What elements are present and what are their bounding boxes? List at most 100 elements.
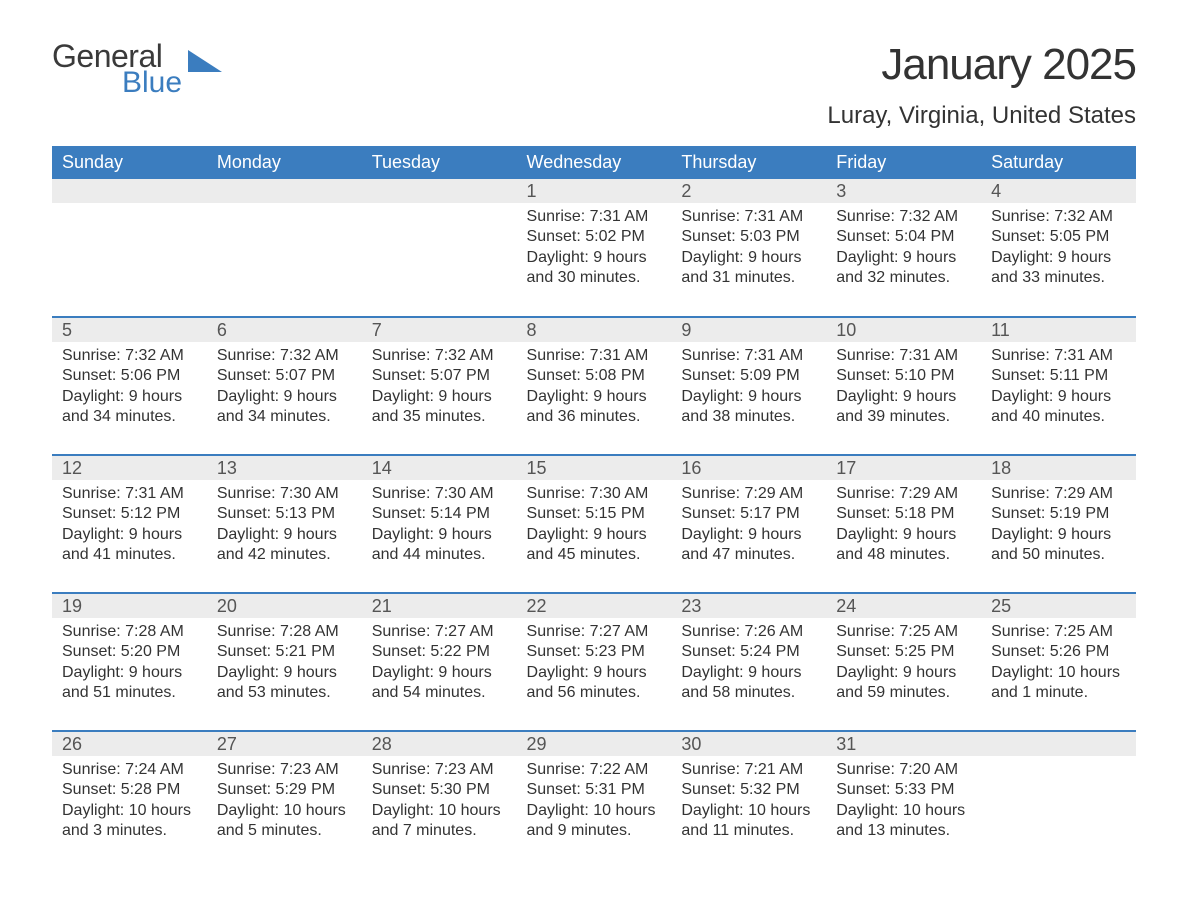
sunset-text: Sunset: 5:19 PM: [991, 504, 1130, 524]
sunset-text: Sunset: 5:24 PM: [681, 642, 820, 662]
day-number-bar: 28: [362, 732, 517, 756]
day-detail: Sunrise: 7:31 AMSunset: 5:08 PMDaylight:…: [517, 342, 672, 432]
sunset-text: Sunset: 5:32 PM: [681, 780, 820, 800]
day-number-bar: 29: [517, 732, 672, 756]
sunset-text: Sunset: 5:12 PM: [62, 504, 201, 524]
sunset-text: Sunset: 5:15 PM: [527, 504, 666, 524]
calendar-day-cell: 14Sunrise: 7:30 AMSunset: 5:14 PMDayligh…: [362, 455, 517, 593]
day-detail: Sunrise: 7:31 AMSunset: 5:03 PMDaylight:…: [671, 203, 826, 293]
sunrise-text: Sunrise: 7:20 AM: [836, 760, 975, 780]
weekday-header: Wednesday: [517, 146, 672, 179]
day-number-bar: 19: [52, 594, 207, 618]
weekday-header: Friday: [826, 146, 981, 179]
sunrise-text: Sunrise: 7:26 AM: [681, 622, 820, 642]
brand-logo: General Blue: [52, 40, 222, 98]
daylight-text: Daylight: 10 hours and 13 minutes.: [836, 801, 975, 842]
brand-triangle-icon: [188, 50, 222, 77]
day-detail: Sunrise: 7:21 AMSunset: 5:32 PMDaylight:…: [671, 756, 826, 846]
day-number-bar: 5: [52, 318, 207, 342]
calendar-day-cell: 7Sunrise: 7:32 AMSunset: 5:07 PMDaylight…: [362, 317, 517, 455]
day-detail: Sunrise: 7:32 AMSunset: 5:06 PMDaylight:…: [52, 342, 207, 432]
calendar-day-cell: 21Sunrise: 7:27 AMSunset: 5:22 PMDayligh…: [362, 593, 517, 731]
day-number-bar: 7: [362, 318, 517, 342]
calendar-week-row: 19Sunrise: 7:28 AMSunset: 5:20 PMDayligh…: [52, 593, 1136, 731]
day-detail: Sunrise: 7:27 AMSunset: 5:23 PMDaylight:…: [517, 618, 672, 708]
sunset-text: Sunset: 5:23 PM: [527, 642, 666, 662]
sunrise-text: Sunrise: 7:32 AM: [991, 207, 1130, 227]
sunrise-text: Sunrise: 7:25 AM: [836, 622, 975, 642]
daylight-text: Daylight: 9 hours and 51 minutes.: [62, 663, 201, 704]
calendar-day-cell: 29Sunrise: 7:22 AMSunset: 5:31 PMDayligh…: [517, 731, 672, 869]
day-number-bar: 11: [981, 318, 1136, 342]
sunset-text: Sunset: 5:20 PM: [62, 642, 201, 662]
daylight-text: Daylight: 9 hours and 38 minutes.: [681, 387, 820, 428]
day-detail: Sunrise: 7:31 AMSunset: 5:02 PMDaylight:…: [517, 203, 672, 293]
sunrise-text: Sunrise: 7:31 AM: [527, 346, 666, 366]
sunrise-text: Sunrise: 7:31 AM: [836, 346, 975, 366]
day-number-bar: 3: [826, 179, 981, 203]
day-detail: Sunrise: 7:32 AMSunset: 5:05 PMDaylight:…: [981, 203, 1136, 293]
calendar-day-cell: 19 Sunrise: 7:28 AMSunset: 5:20 PMDayligh…: [52, 593, 207, 731]
sunset-text: Sunset: 5:21 PM: [217, 642, 356, 662]
day-detail: Sunrise: 7:20 AMSunset: 5:33 PMDaylight:…: [826, 756, 981, 846]
page-header: General Blue January 2025 Luray, Virgini…: [52, 40, 1136, 130]
sunrise-text: Sunrise: 7:32 AM: [836, 207, 975, 227]
daylight-text: Daylight: 9 hours and 32 minutes.: [836, 248, 975, 289]
sunset-text: Sunset: 5:09 PM: [681, 366, 820, 386]
daylight-text: Daylight: 9 hours and 50 minutes.: [991, 525, 1130, 566]
day-number-bar: [362, 179, 517, 203]
calendar-empty-cell: [362, 179, 517, 317]
sunset-text: Sunset: 5:11 PM: [991, 366, 1130, 386]
weekday-header: Saturday: [981, 146, 1136, 179]
daylight-text: Daylight: 9 hours and 33 minutes.: [991, 248, 1130, 289]
sunset-text: Sunset: 5:28 PM: [62, 780, 201, 800]
sunset-text: Sunset: 5:08 PM: [527, 366, 666, 386]
day-detail: Sunrise: 7:23 AMSunset: 5:30 PMDaylight:…: [362, 756, 517, 846]
sunrise-text: Sunrise: 7:31 AM: [681, 346, 820, 366]
daylight-text: Daylight: 9 hours and 30 minutes.: [527, 248, 666, 289]
calendar-week-row: 5Sunrise: 7:32 AMSunset: 5:06 PMDaylight…: [52, 317, 1136, 455]
day-detail: Sunrise: 7:29 AMSunset: 5:17 PMDaylight:…: [671, 480, 826, 570]
sunrise-text: Sunrise: 7:30 AM: [372, 484, 511, 504]
sunrise-text: Sunrise: 7:30 AM: [527, 484, 666, 504]
day-number-bar: 24: [826, 594, 981, 618]
calendar-day-cell: 8Sunrise: 7:31 AMSunset: 5:08 PMDaylight…: [517, 317, 672, 455]
sunrise-text: Sunrise: 7:29 AM: [681, 484, 820, 504]
sunrise-text: Sunrise: 7:22 AM: [527, 760, 666, 780]
daylight-text: Daylight: 9 hours and 48 minutes.: [836, 525, 975, 566]
day-number-bar: 9: [671, 318, 826, 342]
daylight-text: Daylight: 9 hours and 35 minutes.: [372, 387, 511, 428]
sunrise-text: Sunrise: 7:31 AM: [62, 484, 201, 504]
day-number-bar: 13: [207, 456, 362, 480]
calendar-day-cell: 6Sunrise: 7:32 AMSunset: 5:07 PMDaylight…: [207, 317, 362, 455]
calendar-day-cell: 24Sunrise: 7:25 AMSunset: 5:25 PMDayligh…: [826, 593, 981, 731]
sunset-text: Sunset: 5:05 PM: [991, 227, 1130, 247]
brand-logo-text: General Blue: [52, 40, 182, 98]
day-detail: Sunrise: 7:26 AMSunset: 5:24 PMDaylight:…: [671, 618, 826, 708]
location-subtitle: Luray, Virginia, United States: [827, 102, 1136, 130]
calendar-day-cell: 4Sunrise: 7:32 AMSunset: 5:05 PMDaylight…: [981, 179, 1136, 317]
daylight-text: Daylight: 9 hours and 45 minutes.: [527, 525, 666, 566]
calendar-day-cell: 5Sunrise: 7:32 AMSunset: 5:06 PMDaylight…: [52, 317, 207, 455]
daylight-text: Daylight: 9 hours and 47 minutes.: [681, 525, 820, 566]
sunrise-text: Sunrise: 7:29 AM: [991, 484, 1130, 504]
sunset-text: Sunset: 5:22 PM: [372, 642, 511, 662]
sunset-text: Sunset: 5:30 PM: [372, 780, 511, 800]
sunset-text: Sunset: 5:25 PM: [836, 642, 975, 662]
sunset-text: Sunset: 5:03 PM: [681, 227, 820, 247]
day-number-bar: 8: [517, 318, 672, 342]
sunrise-text: Sunrise: 7:27 AM: [372, 622, 511, 642]
sunrise-text: Sunrise: 7:28 AM: [62, 622, 201, 642]
day-detail: Sunrise: 7:25 AMSunset: 5:25 PMDaylight:…: [826, 618, 981, 708]
calendar-day-cell: 11Sunrise: 7:31 AMSunset: 5:11 PMDayligh…: [981, 317, 1136, 455]
daylight-text: Daylight: 9 hours and 53 minutes.: [217, 663, 356, 704]
day-number-bar: 10: [826, 318, 981, 342]
calendar-day-cell: 3Sunrise: 7:32 AMSunset: 5:04 PMDaylight…: [826, 179, 981, 317]
sunset-text: Sunset: 5:18 PM: [836, 504, 975, 524]
sunset-text: Sunset: 5:13 PM: [217, 504, 356, 524]
sunrise-text: Sunrise: 7:29 AM: [836, 484, 975, 504]
daylight-text: Daylight: 9 hours and 44 minutes.: [372, 525, 511, 566]
day-number-bar: [207, 179, 362, 203]
calendar-day-cell: 23Sunrise: 7:26 AMSunset: 5:24 PMDayligh…: [671, 593, 826, 731]
sunrise-text: Sunrise: 7:32 AM: [372, 346, 511, 366]
